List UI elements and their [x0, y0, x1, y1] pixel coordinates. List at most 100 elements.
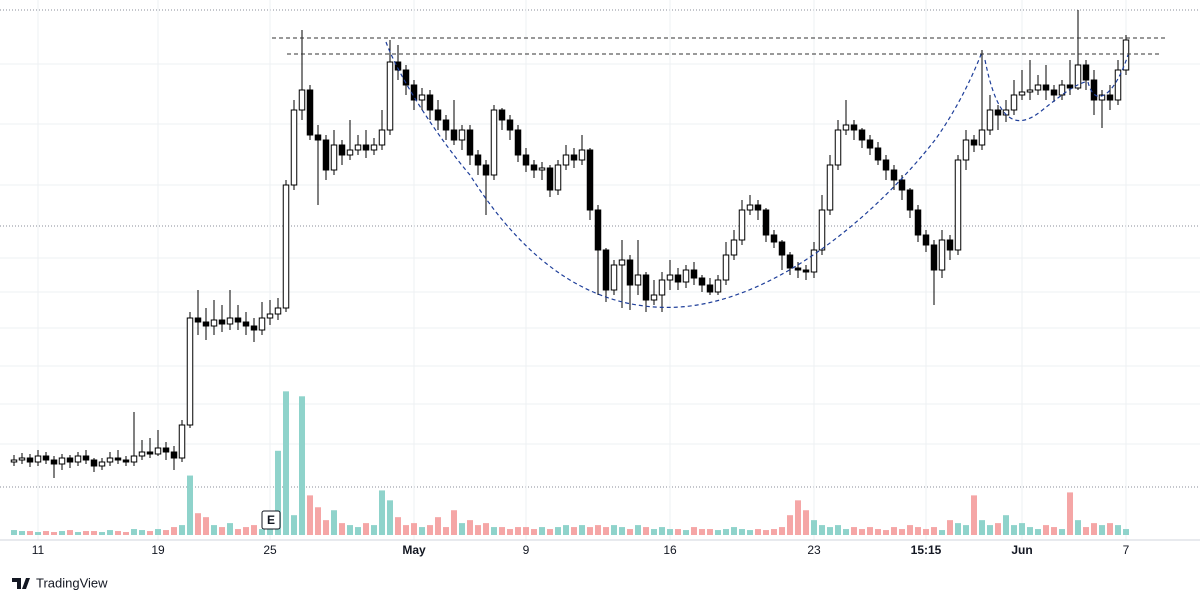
candle-body	[1050, 89, 1058, 96]
candle-body	[218, 319, 226, 325]
volume-bar	[267, 527, 273, 535]
candle-body	[506, 119, 514, 131]
volume-bar	[795, 500, 801, 535]
volume-bar	[275, 450, 281, 535]
candle-body	[178, 424, 186, 459]
candle-body	[362, 144, 370, 151]
volume-bar	[979, 520, 985, 535]
candle-body	[866, 139, 874, 149]
volume-bar	[739, 529, 745, 535]
volume-bar	[1019, 523, 1025, 535]
candle-body	[418, 94, 426, 101]
candle-body	[602, 249, 610, 291]
volume-bar	[195, 513, 201, 535]
candle-body	[42, 455, 50, 461]
candle-body	[706, 284, 714, 293]
candle-body	[450, 129, 458, 141]
candle-body	[98, 461, 106, 467]
volume-bar	[851, 527, 857, 535]
volume-bar	[667, 529, 673, 535]
volume-bar	[355, 527, 361, 535]
volume-bar	[763, 530, 769, 535]
candle-body	[74, 455, 82, 463]
volume-bar	[779, 527, 785, 535]
candle-body	[298, 89, 306, 111]
candle-body	[1106, 94, 1114, 101]
candle-body	[714, 279, 722, 293]
candle-body	[730, 239, 738, 256]
candle-body	[826, 164, 834, 211]
candle-body	[1058, 84, 1066, 96]
candle-body	[122, 459, 130, 463]
volume-bar	[1051, 527, 1057, 535]
volume-bar	[19, 531, 25, 535]
candle-body	[1098, 94, 1106, 101]
volume-bar	[643, 527, 649, 535]
volume-bar	[395, 517, 401, 535]
candle-body	[282, 184, 290, 309]
volume-bar	[1067, 492, 1073, 535]
candle-body	[1066, 84, 1074, 89]
candle-body	[442, 119, 450, 131]
volume-bar	[59, 531, 65, 535]
volume-bar	[1003, 515, 1009, 535]
volume-bar	[891, 527, 897, 535]
candle-body	[274, 307, 282, 315]
candle-body	[114, 457, 122, 461]
candle-body	[434, 109, 442, 121]
x-tick-label: May	[402, 543, 426, 557]
candle-body	[10, 459, 18, 463]
candle-body	[890, 169, 898, 181]
volume-bar	[339, 523, 345, 535]
volume-bar	[555, 527, 561, 535]
volume-bar	[347, 525, 353, 535]
candle-body	[394, 61, 402, 71]
volume-bar	[251, 525, 257, 535]
volume-bar	[659, 527, 665, 535]
candle-body	[82, 455, 90, 461]
volume-bar	[755, 529, 761, 535]
candle-body	[202, 321, 210, 327]
volume-bar	[403, 525, 409, 535]
candle-body	[858, 129, 866, 141]
candle-body	[546, 167, 554, 191]
volume-bar	[547, 529, 553, 535]
volume-bar	[939, 530, 945, 535]
volume-bar	[371, 525, 377, 535]
candle-body	[938, 239, 946, 271]
candle-body	[258, 317, 266, 331]
volume-bar	[651, 529, 657, 535]
candle-body	[746, 204, 754, 211]
volume-bar	[627, 529, 633, 535]
volume-bar	[1075, 520, 1081, 535]
candle-body	[570, 154, 578, 161]
candle-body	[530, 164, 538, 171]
volume-bar	[531, 529, 537, 535]
volume-bar	[635, 525, 641, 535]
volume-bar	[91, 531, 97, 535]
candle-body	[762, 209, 770, 236]
volume-bar	[971, 495, 977, 535]
candle-body	[522, 154, 530, 166]
candle-body	[1042, 84, 1050, 91]
volume-bar	[955, 523, 961, 535]
candle-body	[1026, 89, 1034, 93]
volume-bar	[331, 510, 337, 535]
candle-body	[354, 144, 362, 151]
candle-body	[498, 109, 506, 121]
volume-bar	[883, 530, 889, 535]
candle-body	[1082, 64, 1090, 81]
candle-body	[402, 69, 410, 86]
candle-body	[642, 274, 650, 301]
candle-body	[474, 154, 482, 166]
volume-bar	[771, 529, 777, 535]
candle-body	[850, 124, 858, 131]
candle-body	[594, 209, 602, 251]
volume-bar	[571, 527, 577, 535]
x-tick-label: 15:15	[911, 543, 942, 557]
volume-bar	[827, 527, 833, 535]
candle-body	[1018, 91, 1026, 96]
candle-body	[930, 244, 938, 271]
annotations	[385, 41, 1129, 308]
volume-bar	[147, 531, 153, 535]
